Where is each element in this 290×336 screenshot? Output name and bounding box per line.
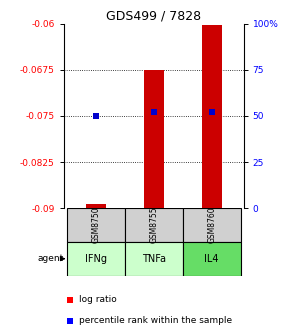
Bar <box>125 208 183 242</box>
Bar <box>202 25 222 208</box>
Text: GSM8760: GSM8760 <box>207 207 216 244</box>
Bar <box>67 208 125 242</box>
Bar <box>144 70 164 208</box>
Text: TNFa: TNFa <box>142 254 166 264</box>
Bar <box>67 242 125 276</box>
Text: log ratio: log ratio <box>79 295 117 304</box>
Bar <box>125 242 183 276</box>
Text: IFNg: IFNg <box>85 254 107 264</box>
Text: percentile rank within the sample: percentile rank within the sample <box>79 317 232 325</box>
Bar <box>183 208 241 242</box>
Text: GSM8750: GSM8750 <box>91 207 100 244</box>
Bar <box>183 242 241 276</box>
Text: IL4: IL4 <box>204 254 219 264</box>
Text: agent: agent <box>37 254 64 263</box>
Bar <box>86 204 106 208</box>
Title: GDS499 / 7828: GDS499 / 7828 <box>106 9 201 23</box>
Text: GSM8755: GSM8755 <box>149 207 158 244</box>
